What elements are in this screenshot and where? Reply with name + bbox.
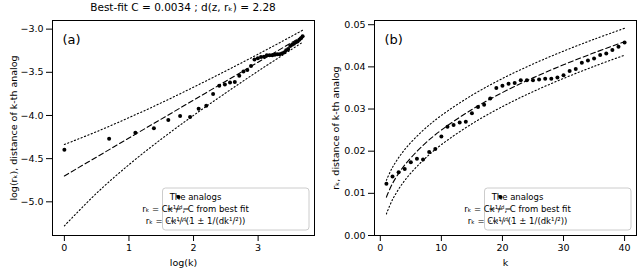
svg-text:rₖ = Ck¹/ᵈ, C from best fit: rₖ = Ck¹/ᵈ, C from best fit bbox=[142, 204, 249, 214]
svg-text:−4.5: −4.5 bbox=[20, 153, 43, 164]
svg-text:rₖ, distance of k-th analog: rₖ, distance of k-th analog bbox=[330, 66, 341, 189]
svg-text:3: 3 bbox=[255, 242, 261, 253]
svg-text:−5.0: −5.0 bbox=[20, 196, 43, 207]
svg-text:30: 30 bbox=[557, 242, 569, 253]
svg-text:(a): (a) bbox=[63, 32, 81, 47]
svg-text:0: 0 bbox=[61, 242, 67, 253]
svg-text:0: 0 bbox=[377, 242, 383, 253]
svg-text:10: 10 bbox=[435, 242, 447, 253]
svg-text:0.02: 0.02 bbox=[344, 145, 365, 156]
svg-text:log(rₖ), distance of k-th anal: log(rₖ), distance of k-th analog bbox=[8, 55, 19, 200]
svg-text:40: 40 bbox=[619, 242, 631, 253]
svg-text:0.04: 0.04 bbox=[344, 61, 365, 72]
svg-text:1: 1 bbox=[126, 242, 132, 253]
svg-text:rₖ = Ck¹/ᵈ(1 ± 1/(dk¹/²)): rₖ = Ck¹/ᵈ(1 ± 1/(dk¹/²)) bbox=[146, 216, 246, 226]
svg-text:−3.5: −3.5 bbox=[20, 66, 43, 77]
svg-text:−4.0: −4.0 bbox=[20, 110, 43, 121]
svg-text:rₖ = Ck¹/ᵈ(1 ± 1/(dk¹/²)): rₖ = Ck¹/ᵈ(1 ± 1/(dk¹/²)) bbox=[468, 216, 568, 226]
svg-text:0.05: 0.05 bbox=[344, 19, 365, 30]
svg-text:rₖ = Ck¹/ᵈ, C from best fit: rₖ = Ck¹/ᵈ, C from best fit bbox=[464, 204, 571, 214]
svg-text:log(k): log(k) bbox=[170, 257, 197, 268]
svg-text:0.00: 0.00 bbox=[344, 230, 365, 241]
svg-text:0.01: 0.01 bbox=[344, 187, 365, 198]
svg-text:(b): (b) bbox=[385, 32, 403, 47]
svg-text:0.03: 0.03 bbox=[344, 103, 365, 114]
svg-text:−3.0: −3.0 bbox=[20, 23, 43, 34]
svg-text:20: 20 bbox=[496, 242, 508, 253]
svg-text:2: 2 bbox=[191, 242, 197, 253]
html-text:Best-fit C = 0.0034 ; d(z, rₖ): Best-fit C = 0.0034 ; d(z, rₖ) = 2.28 bbox=[90, 1, 276, 13]
svg-text:k: k bbox=[503, 257, 509, 268]
svg-text:The analogs: The analogs bbox=[491, 192, 544, 202]
svg-text:The analogs: The analogs bbox=[169, 192, 222, 202]
